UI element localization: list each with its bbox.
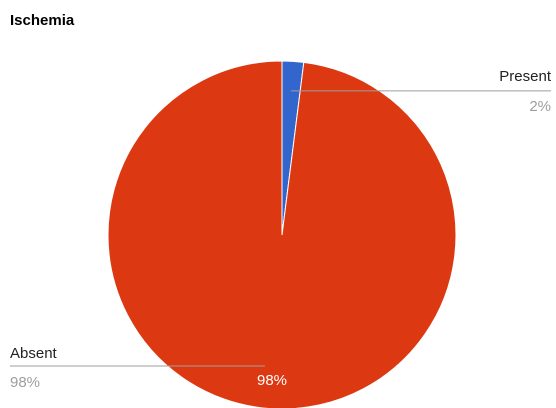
chart-title: Ischemia: [10, 12, 75, 29]
legend-percent-present: 2%: [529, 98, 551, 115]
legend-percent-absent: 98%: [10, 374, 40, 391]
pie-slices: [107, 60, 457, 408]
pie-slice-absent: [107, 60, 457, 408]
slice-label-absent: 98%: [257, 372, 287, 389]
legend-label-present: Present: [499, 68, 552, 85]
legend-label-absent: Absent: [10, 345, 58, 362]
